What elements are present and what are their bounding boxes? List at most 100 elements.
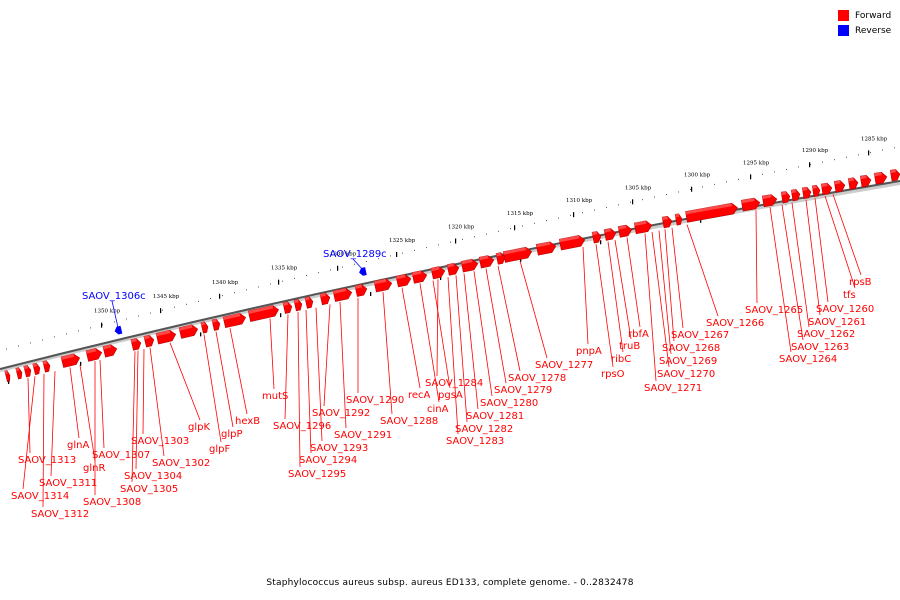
gene-arrow-forward [558, 235, 586, 251]
gene-arrow-forward [446, 262, 460, 276]
scale-tick: 1285 kbp [861, 136, 888, 156]
gene-name: SAOV_1270 [657, 369, 715, 380]
legend: Forward Reverse [838, 8, 891, 38]
gene-label-forward: hexB [229, 328, 260, 427]
scale-tick: 1295 kbp [743, 160, 770, 180]
gene-name: SAOV_1269 [659, 356, 717, 367]
scale-tick: 1290 kbp [802, 148, 829, 168]
gene-label-forward: SAOV_1262 [791, 202, 855, 340]
gene-label-forward: rbfA [626, 237, 649, 340]
gene-label-forward: tfs [824, 195, 856, 301]
gene-label-forward: SAOV_1313 [18, 377, 76, 466]
gene-name: SAOV_1271 [644, 383, 702, 394]
gene-arrow-forward [42, 360, 51, 373]
gene-arrow-forward [833, 180, 846, 193]
gene-arrow-forward [495, 252, 506, 265]
gene-arrow-forward [373, 278, 393, 293]
gene-name: tfs [843, 290, 856, 301]
gene-name: glnA [67, 440, 89, 451]
gene-label-reverse: SAOV_1289c [323, 249, 387, 270]
gene-label-forward: SAOV_1312 [31, 373, 89, 520]
gene-label-forward: glpP [215, 331, 243, 440]
gene-arrow-forward [790, 189, 801, 202]
reverse-swatch [838, 25, 849, 36]
gene-label-forward: SAOV_1284 [425, 279, 483, 389]
gene-label-forward: pnpA [576, 246, 602, 357]
scale-tick: 1300 kbp [684, 173, 711, 192]
gene-arrow-forward [591, 231, 602, 244]
gene-arrow-forward [247, 305, 279, 322]
gene-label-forward: rpsO [595, 244, 625, 380]
gene-name: glnR [83, 463, 105, 474]
scale-tick: 1340 kbp [212, 280, 239, 299]
gene-name: glpK [188, 422, 210, 433]
gene-name: SAOV_1291 [334, 430, 392, 441]
scale-tick: 1330 kbp [330, 252, 357, 271]
gene-label-forward: SAOV_1296 [273, 314, 331, 432]
gene-name: SAOV_1281 [466, 411, 524, 422]
gene-label-forward: glpK [169, 342, 210, 433]
gene-name: SAOV_1283 [446, 436, 504, 447]
gene-label-forward: SAOV_1288 [380, 291, 438, 427]
scale-tick-label: 1310 kbp [566, 198, 593, 204]
gene-arrow-forward [32, 362, 41, 376]
gene-label-forward: SAOV_1311 [39, 371, 97, 489]
scale-tick-label: 1300 kbp [684, 173, 711, 179]
gene-name: ribC [611, 354, 631, 365]
gene-name: glpP [221, 429, 243, 440]
gene-name: SAOV_1293 [310, 443, 368, 454]
gene-arrow-forward [293, 299, 303, 312]
gene-arrow-forward [460, 258, 479, 273]
gene-label-forward: SAOV_1261 [805, 199, 866, 328]
legend-item-forward: Forward [838, 8, 891, 23]
gene-name: SAOV_1308 [83, 497, 141, 508]
gene-arrow-forward [304, 296, 314, 309]
gene-name: hexB [235, 416, 260, 427]
scale-tick-label: 1350 kbp [94, 309, 121, 315]
gene-name: SAOV_1289c [323, 249, 387, 260]
gene-arrow-forward [411, 270, 428, 284]
gene-arrow-forward [222, 312, 247, 329]
gene-name: SAOV_1306c [82, 291, 146, 302]
gene-arrow-forward [889, 169, 900, 182]
gene-label-forward: SAOV_1264 [769, 207, 837, 365]
gene-label-forward: SAOV_1278 [497, 265, 566, 384]
gene-name: SAOV_1267 [671, 330, 729, 341]
gene-label-forward: SAOV_1271 [644, 233, 702, 394]
gene-name: SAOV_1311 [39, 478, 97, 489]
scale-tick-label: 1345 kbp [153, 294, 180, 300]
gene-name: truB [619, 341, 640, 352]
gene-name: SAOV_1278 [508, 373, 566, 384]
gene-label-forward: SAOV_1292 [312, 304, 370, 419]
gene-name: SAOV_1312 [31, 509, 89, 520]
gene-name: SAOV_1302 [152, 458, 210, 469]
legend-label-forward: Forward [855, 10, 892, 21]
gene-arrow-forward [102, 344, 118, 358]
gene-label-forward: mutS [262, 318, 288, 402]
scale-tick: 1310 kbp [566, 198, 593, 218]
gene-name: SAOV_1284 [425, 378, 483, 389]
gene-arrow-forward [685, 202, 738, 223]
gene-name: SAOV_1261 [808, 317, 866, 328]
gene-label-forward: glnR [79, 364, 105, 474]
gene-arrow-forward [780, 191, 791, 204]
gene-name: SAOV_1260 [816, 304, 874, 315]
gene-label-forward: SAOV_1280 [473, 271, 538, 409]
forward-swatch [838, 10, 849, 21]
gene-label-forward: SAOV_1281 [463, 273, 524, 422]
gene-name: SAOV_1295 [288, 469, 346, 480]
gene-name: SAOV_1263 [791, 342, 849, 353]
gene-label-forward: SAOV_1291 [334, 302, 392, 441]
gene-arrow-forward [282, 301, 293, 314]
gene-name: SAOV_1282 [455, 424, 513, 435]
gene-arrow-forward [801, 186, 812, 200]
gene-arrow-forward [535, 241, 557, 256]
gene-name: SAOV_1307 [92, 450, 150, 461]
gene-arrow-forward [23, 365, 32, 378]
gene-label-forward: glnA [67, 367, 89, 451]
gene-arrow-forward [319, 292, 331, 306]
gene-arrow-forward [661, 215, 673, 229]
gene-name: glpF [209, 444, 230, 455]
gene-label-forward: recA [401, 287, 431, 401]
gene-name: rbfA [628, 329, 649, 340]
